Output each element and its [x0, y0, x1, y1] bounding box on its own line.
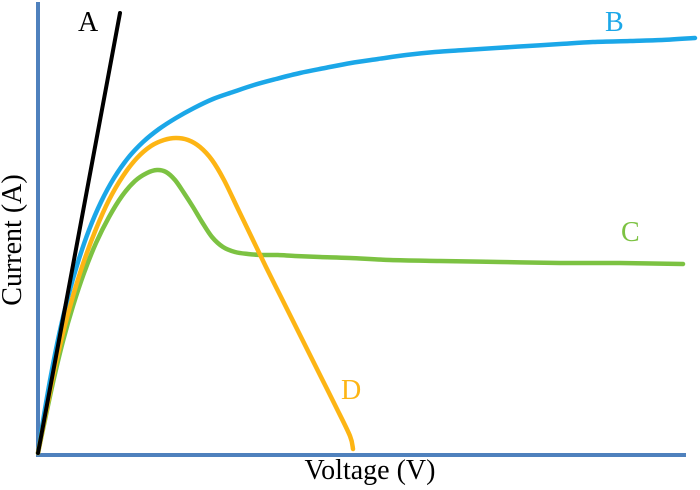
curve-label-b: B	[605, 7, 624, 38]
curve-b	[35, 35, 698, 456]
curve-c	[35, 167, 686, 456]
curve-label-c: C	[621, 217, 640, 248]
curve-a	[36, 11, 122, 455]
curve-d	[35, 135, 356, 456]
curve-label-a: A	[78, 7, 99, 38]
x-axis-label: Voltage (V)	[304, 455, 436, 486]
y-axis-label: Current (A)	[0, 174, 28, 306]
curve-label-d: D	[341, 375, 362, 406]
